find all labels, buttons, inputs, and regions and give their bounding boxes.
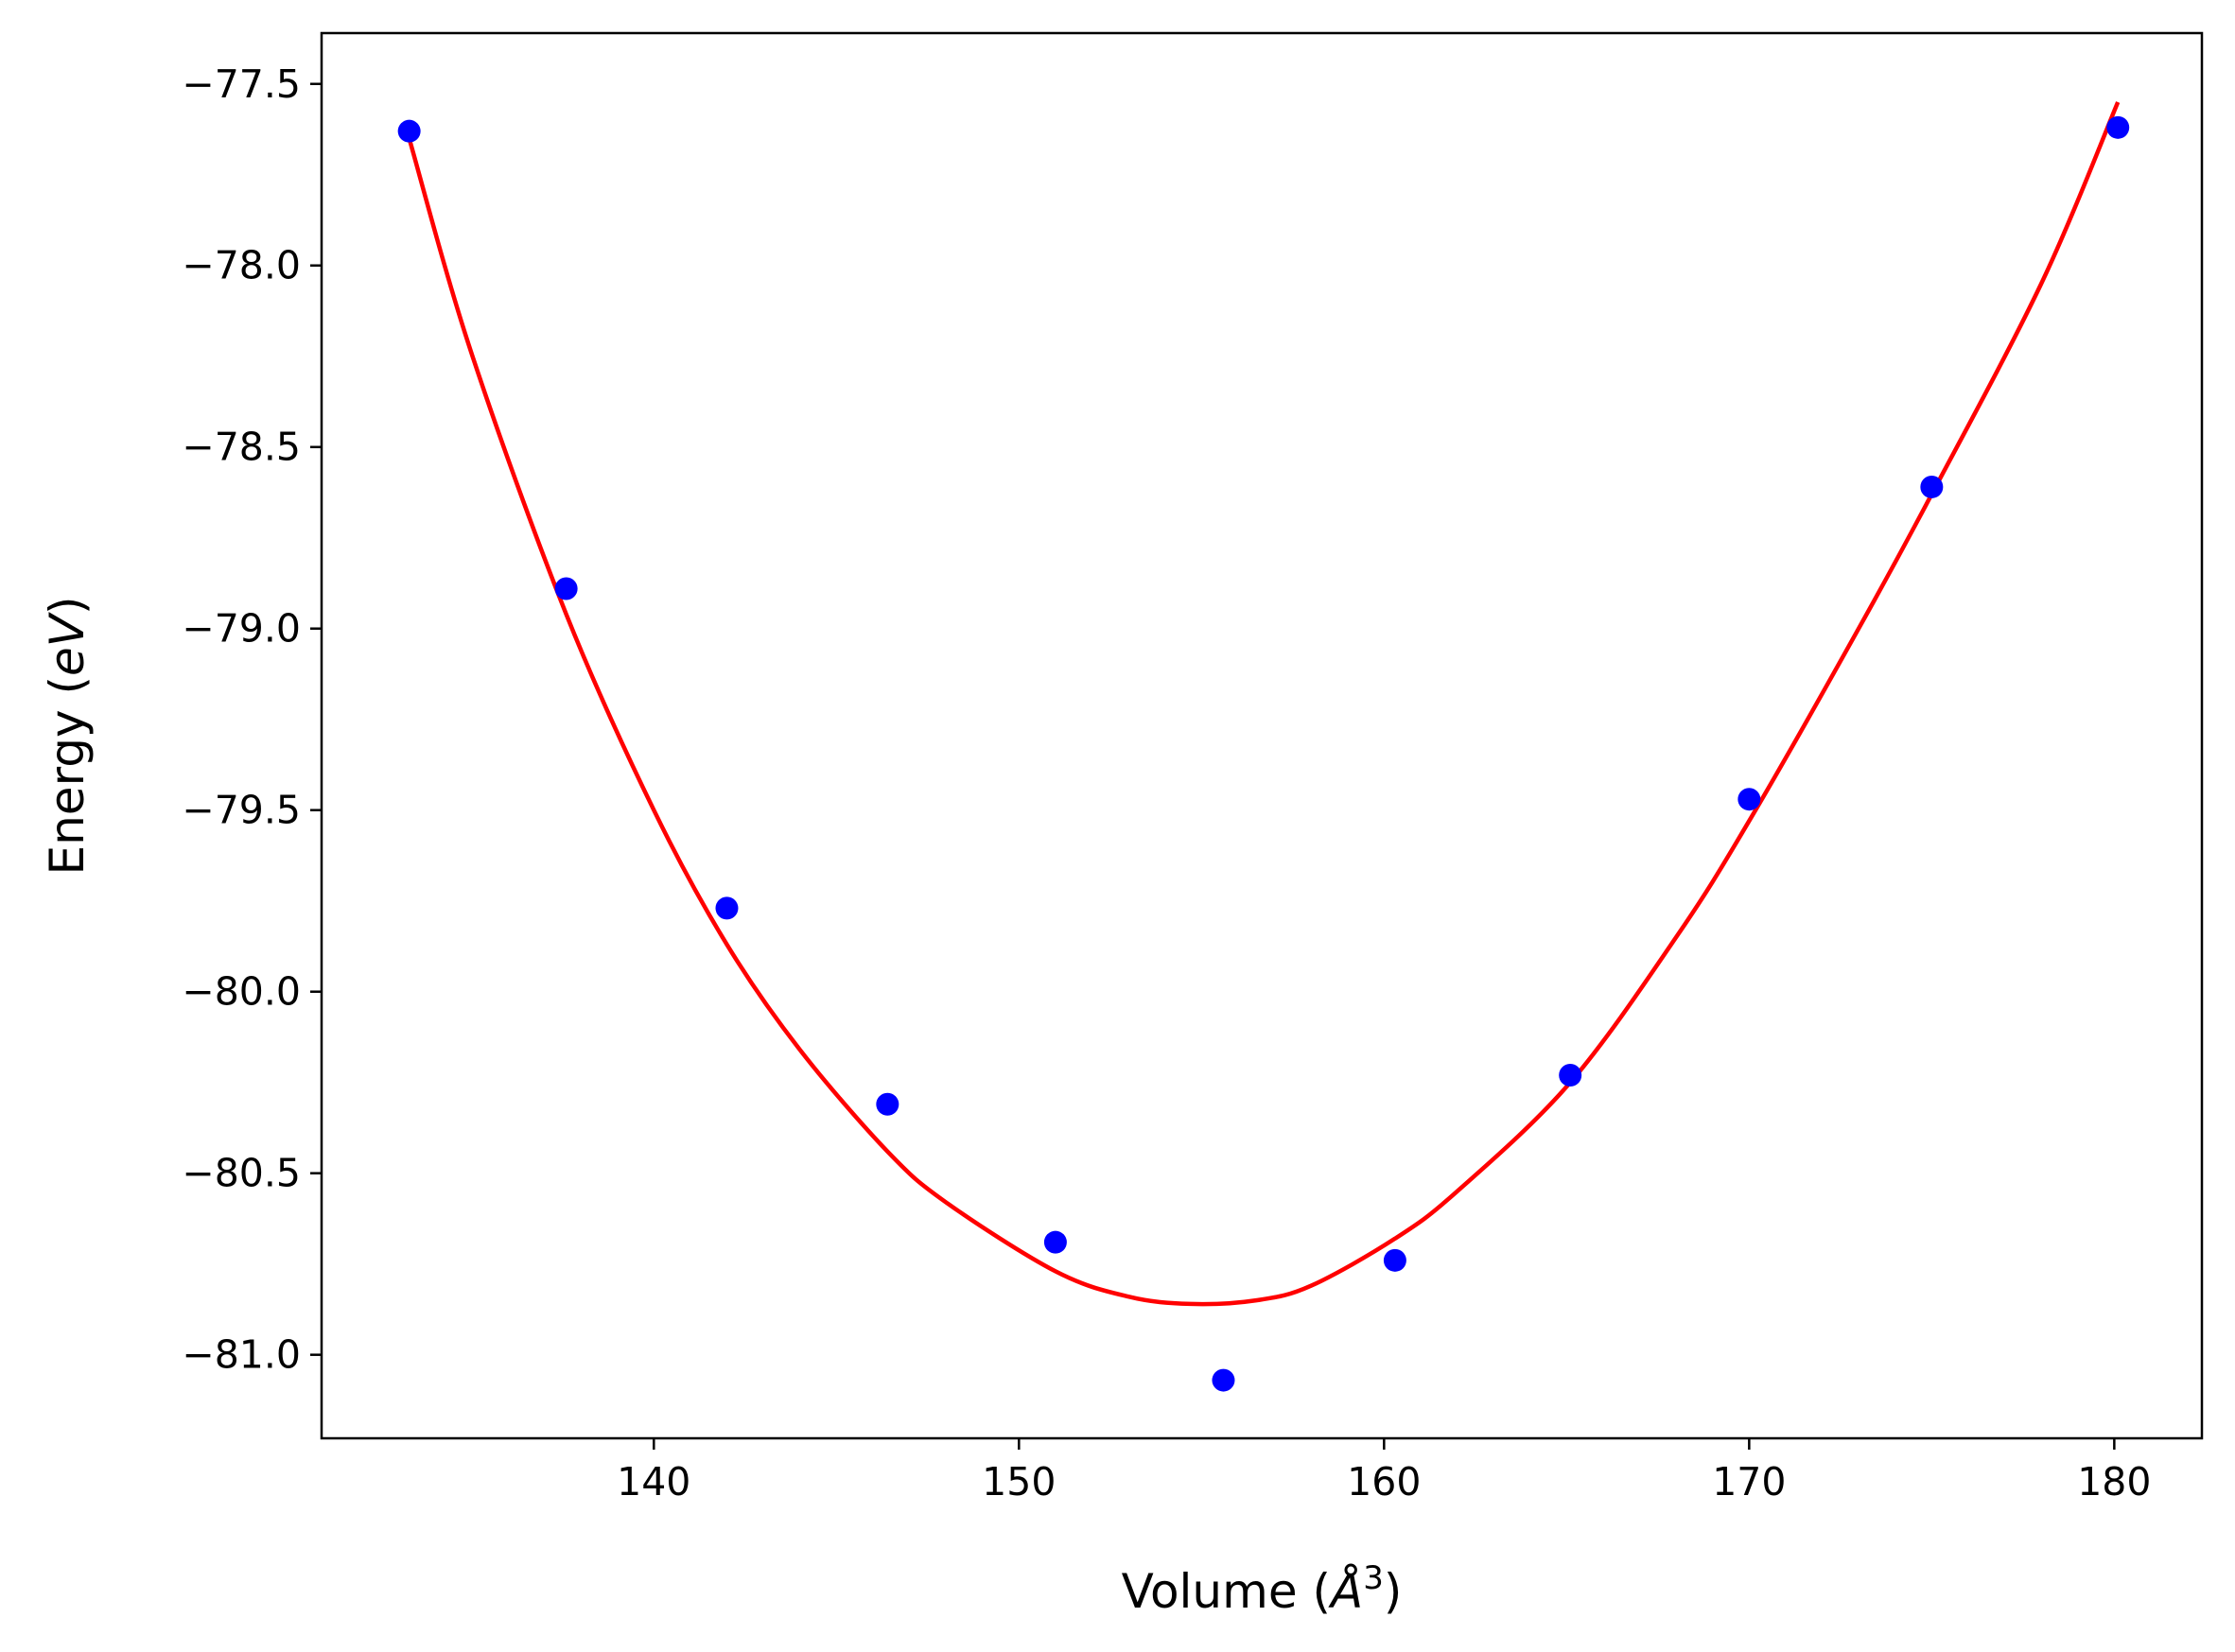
y-tick-label: −78.5 — [182, 425, 301, 470]
x-axis-ticks: 140 150 160 170 180 — [617, 1438, 2151, 1504]
y-axis-ticks: −77.5 −78.0 −78.5 −79.0 −79.5 −80.0 −80.5 −81.0 — [182, 61, 322, 1378]
data-point — [876, 1092, 899, 1116]
x-axis-label-prefix: Volume ( — [1122, 1564, 1331, 1619]
y-axis-label-suffix: ) — [40, 597, 95, 616]
data-point — [1559, 1064, 1582, 1087]
x-axis-label: Volume (Å3) — [1122, 1559, 1403, 1619]
fit-curve-layer — [407, 101, 2121, 1307]
y-axis-label-unit: eV — [40, 611, 95, 676]
y-tick-label: −80.0 — [182, 969, 301, 1015]
plot-frame — [320, 31, 2204, 1440]
data-point — [554, 577, 578, 600]
x-tick-label: 170 — [1712, 1459, 1786, 1504]
y-tick-label: −79.5 — [182, 788, 301, 833]
data-point — [1383, 1248, 1406, 1272]
plot-area — [322, 33, 2202, 1438]
data-point — [715, 896, 739, 920]
data-point — [1043, 1230, 1067, 1254]
data-point — [1920, 475, 1944, 498]
x-tick-label: 160 — [1347, 1459, 1421, 1504]
x-tick-label: 180 — [2077, 1459, 2151, 1504]
y-axis-label-prefix: Energy ( — [40, 676, 95, 875]
x-axis-label-suffix: ) — [1384, 1564, 1403, 1619]
y-tick-label: −79.0 — [182, 606, 301, 652]
data-points-layer — [397, 115, 2130, 1392]
x-tick-label: 150 — [982, 1459, 1056, 1504]
y-tick-label: −77.5 — [182, 61, 301, 107]
y-axis-label: Energy (eV) — [40, 597, 95, 876]
data-point — [2106, 115, 2130, 139]
y-tick-label: −80.5 — [182, 1151, 301, 1196]
data-point — [1737, 788, 1761, 811]
x-axis-label-superscript: 3 — [1363, 1559, 1384, 1597]
y-tick-label: −81.0 — [182, 1332, 301, 1378]
y-tick-label: −78.0 — [182, 243, 301, 288]
data-point — [1212, 1368, 1235, 1392]
data-point — [397, 119, 421, 143]
x-tick-label: 140 — [617, 1459, 690, 1504]
fit-curve-line — [407, 101, 2121, 1307]
x-axis-label-symbol: Å — [1328, 1564, 1363, 1619]
